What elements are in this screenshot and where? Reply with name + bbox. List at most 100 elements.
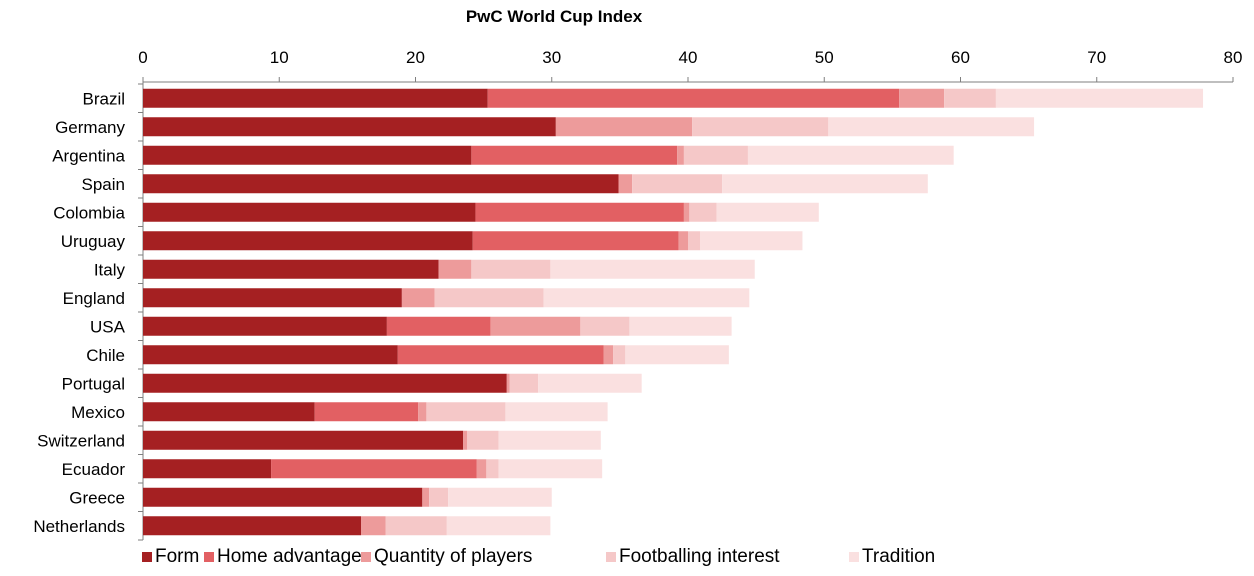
- bar-switzerland-quantity-of-players: [463, 430, 468, 450]
- legend-swatch-form: [142, 552, 152, 562]
- bar-england-tradition: [543, 288, 750, 308]
- bar-spain-tradition: [722, 174, 928, 194]
- bar-colombia-home-advantage: [475, 202, 684, 222]
- bar-ecuador-footballing-interest: [486, 459, 499, 479]
- bar-netherlands-quantity-of-players: [361, 516, 386, 536]
- bar-netherlands-form: [143, 516, 361, 536]
- bar-colombia-form: [143, 202, 476, 222]
- bar-mexico-tradition: [505, 402, 608, 422]
- bar-chile-form: [143, 345, 398, 365]
- bar-uruguay-home-advantage: [472, 231, 679, 251]
- bar-switzerland-form: [143, 430, 464, 450]
- bar-usa-quantity-of-players: [490, 316, 581, 336]
- bar-brazil-quantity-of-players: [899, 88, 945, 108]
- bar-colombia-quantity-of-players: [683, 202, 690, 222]
- category-label-brazil: Brazil: [82, 89, 125, 108]
- category-label-ecuador: Ecuador: [62, 460, 126, 479]
- bar-argentina-tradition: [747, 145, 954, 165]
- bar-portugal-quantity-of-players: [506, 373, 510, 393]
- bar-england-quantity-of-players: [401, 288, 435, 308]
- category-label-portugal: Portugal: [62, 374, 125, 393]
- bar-mexico-quantity-of-players: [418, 402, 427, 422]
- bar-chile-tradition: [625, 345, 729, 365]
- bar-ecuador-form: [143, 459, 272, 479]
- bar-spain-footballing-interest: [632, 174, 723, 194]
- x-tick-label: 60: [951, 48, 970, 67]
- bar-colombia-footballing-interest: [689, 202, 717, 222]
- bar-uruguay-footballing-interest: [688, 231, 701, 251]
- bars: [143, 88, 1204, 536]
- legend-swatch-quantity-of-players: [361, 552, 371, 562]
- legend-label-form: Form: [155, 546, 199, 567]
- bar-italy-form: [143, 259, 439, 279]
- legend-swatch-tradition: [849, 552, 859, 562]
- category-label-uruguay: Uruguay: [61, 232, 126, 251]
- x-tick-label: 20: [406, 48, 425, 67]
- category-label-mexico: Mexico: [71, 403, 125, 422]
- bar-usa-form: [143, 316, 387, 336]
- bar-germany-quantity-of-players: [555, 117, 693, 137]
- bar-england-form: [143, 288, 402, 308]
- bar-ecuador-home-advantage: [271, 459, 477, 479]
- bar-argentina-footballing-interest: [683, 145, 748, 165]
- bar-italy-footballing-interest: [471, 259, 551, 279]
- category-label-italy: Italy: [94, 260, 126, 279]
- bar-netherlands-tradition: [446, 516, 551, 536]
- bar-switzerland-tradition: [498, 430, 601, 450]
- x-tick-label: 50: [815, 48, 834, 67]
- bar-uruguay-tradition: [700, 231, 803, 251]
- bar-brazil-footballing-interest: [944, 88, 996, 108]
- bar-uruguay-form: [143, 231, 473, 251]
- bar-brazil-home-advantage: [487, 88, 900, 108]
- bar-portugal-form: [143, 373, 507, 393]
- category-label-germany: Germany: [55, 118, 125, 137]
- x-tick-label: 70: [1087, 48, 1106, 67]
- category-label-usa: USA: [90, 317, 126, 336]
- bar-ecuador-quantity-of-players: [476, 459, 487, 479]
- x-tick-label: 0: [138, 48, 147, 67]
- x-tick-label: 30: [542, 48, 561, 67]
- bar-spain-form: [143, 174, 619, 194]
- bar-ecuador-tradition: [498, 459, 603, 479]
- bar-italy-quantity-of-players: [438, 259, 472, 279]
- category-label-colombia: Colombia: [53, 203, 125, 222]
- bar-england-footballing-interest: [434, 288, 544, 308]
- category-label-switzerland: Switzerland: [37, 431, 125, 450]
- bar-mexico-footballing-interest: [426, 402, 506, 422]
- bar-germany-footballing-interest: [692, 117, 829, 137]
- category-label-netherlands: Netherlands: [33, 517, 125, 536]
- x-tick-label: 40: [679, 48, 698, 67]
- bar-greece-quantity-of-players: [422, 487, 430, 507]
- chart-title: PwC World Cup Index: [466, 7, 643, 26]
- category-label-spain: Spain: [82, 175, 125, 194]
- bar-greece-tradition: [448, 487, 552, 507]
- category-label-chile: Chile: [86, 346, 125, 365]
- legend-swatch-home-advantage: [204, 552, 214, 562]
- bar-italy-tradition: [550, 259, 755, 279]
- bar-brazil-form: [143, 88, 488, 108]
- legend-label-quantity-of-players: Quantity of players: [374, 546, 532, 567]
- bar-argentina-home-advantage: [471, 145, 678, 165]
- x-tick-label: 10: [270, 48, 289, 67]
- bar-brazil-tradition: [995, 88, 1204, 108]
- x-tick-label: 80: [1224, 48, 1243, 67]
- legend-label-footballing-interest: Footballing interest: [619, 546, 780, 567]
- bar-portugal-footballing-interest: [509, 373, 539, 393]
- category-label-argentina: Argentina: [52, 146, 125, 165]
- x-axis: 0 10 20 30 40 50 60 70 80: [138, 48, 1243, 83]
- bar-argentina-quantity-of-players: [677, 145, 684, 165]
- bar-usa-home-advantage: [386, 316, 491, 336]
- bar-usa-footballing-interest: [580, 316, 630, 336]
- bar-mexico-form: [143, 402, 315, 422]
- bar-germany-form: [143, 117, 556, 137]
- legend: Form Home advantage Quantity of players Foo…: [142, 546, 935, 567]
- category-label-england: England: [63, 289, 125, 308]
- bar-netherlands-footballing-interest: [385, 516, 447, 536]
- bar-spain-quantity-of-players: [618, 174, 633, 194]
- bar-mexico-home-advantage: [314, 402, 419, 422]
- legend-label-home-advantage: Home advantage: [217, 546, 362, 567]
- legend-label-tradition: Tradition: [862, 546, 935, 567]
- bar-uruguay-quantity-of-players: [678, 231, 688, 251]
